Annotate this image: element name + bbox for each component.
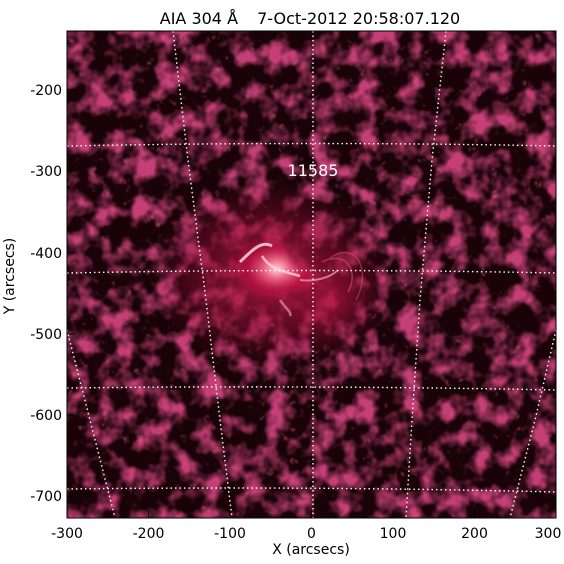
- solar-image: 11585: [67, 31, 556, 518]
- active-region: [150, 180, 390, 370]
- region-label: 11585: [288, 161, 339, 180]
- y-tick-labels: -200 -300 -400 -500 -600 -700: [30, 83, 62, 505]
- x-tick-label: -300: [51, 526, 83, 542]
- y-tick-label: -300: [30, 164, 62, 180]
- y-tick-label: -700: [30, 489, 62, 505]
- y-ticks: [67, 89, 75, 497]
- y-tick-label: -200: [30, 83, 62, 99]
- x-ticks: [66, 510, 557, 518]
- heliographic-grid: [67, 31, 556, 518]
- y-axis-label: Y (arcsecs): [2, 238, 18, 316]
- title-datetime: 7-Oct-2012 20:58:07.120: [257, 9, 460, 28]
- x-tick-label: 200: [461, 526, 488, 542]
- image-title: AIA 304 Å 7-Oct-2012 20:58:07.120: [160, 9, 460, 28]
- y-tick-label: -500: [30, 327, 62, 343]
- x-tick-labels: -300 -200 -100 0 100 200 300: [51, 526, 561, 542]
- x-tick-label: -100: [214, 526, 246, 542]
- x-tick-label: 0: [307, 526, 316, 542]
- x-tick-label: 300: [535, 526, 562, 542]
- title-instrument: AIA 304 Å: [160, 9, 238, 28]
- y-tick-label: -600: [30, 408, 62, 424]
- y-tick-label: -400: [30, 246, 62, 262]
- x-axis-label: X (arcsecs): [272, 542, 350, 558]
- x-tick-label: -200: [133, 526, 165, 542]
- x-tick-label: 100: [380, 526, 407, 542]
